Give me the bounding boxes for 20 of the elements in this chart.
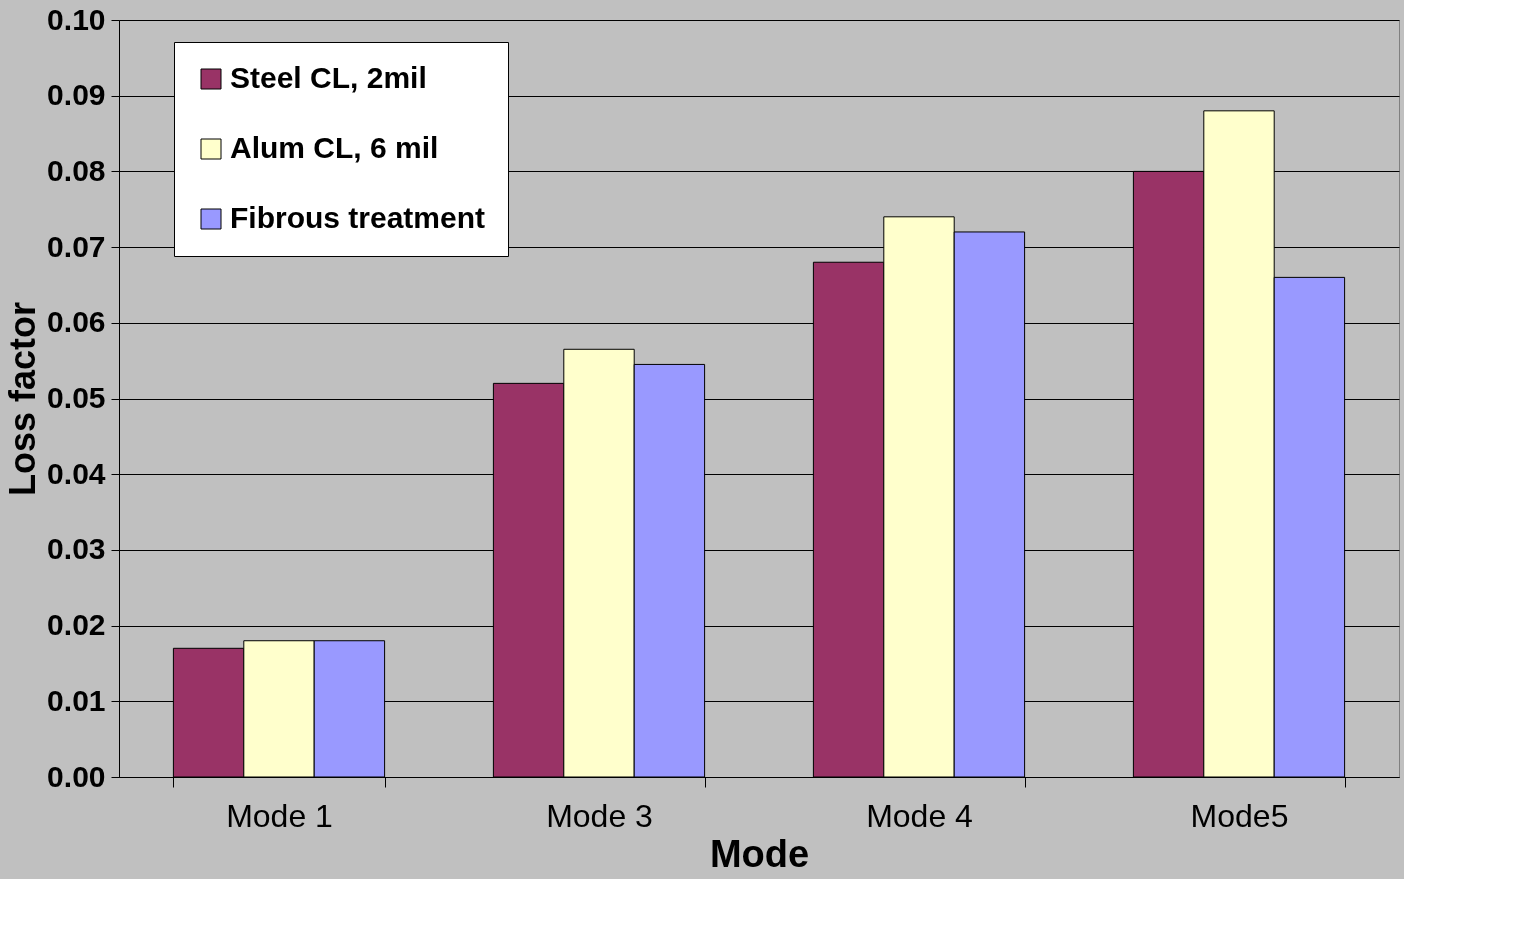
y-tick-label: 0.02 xyxy=(47,608,106,642)
legend-label: Steel CL, 2mil xyxy=(230,61,427,94)
y-tick-label: 0.03 xyxy=(47,532,106,566)
y-tick-label: 0.00 xyxy=(47,759,106,793)
x-tick-label: Mode5 xyxy=(1190,797,1289,834)
legend-label: Alum CL, 6 mil xyxy=(230,131,439,164)
y-tick-label: 0.01 xyxy=(47,683,106,717)
x-tick-label: Mode 4 xyxy=(866,797,973,834)
y-tick-label: 0.06 xyxy=(47,305,106,339)
y-tick-label: 0.07 xyxy=(47,229,106,263)
x-tick-label: Mode 1 xyxy=(226,797,333,834)
y-tick-label: 0.05 xyxy=(47,381,106,414)
x-tick-label: Mode 3 xyxy=(546,797,653,834)
y-tick-label: 0.08 xyxy=(47,153,106,187)
y-tick-label: 0.10 xyxy=(47,2,106,36)
y-axis-title: Loss factor xyxy=(2,301,44,497)
y-tick-label: 0.09 xyxy=(47,78,106,112)
y-tick-label: 0.04 xyxy=(47,456,106,490)
legend-label: Fibrous treatment xyxy=(230,201,486,234)
x-axis-title: Mode xyxy=(709,832,810,875)
